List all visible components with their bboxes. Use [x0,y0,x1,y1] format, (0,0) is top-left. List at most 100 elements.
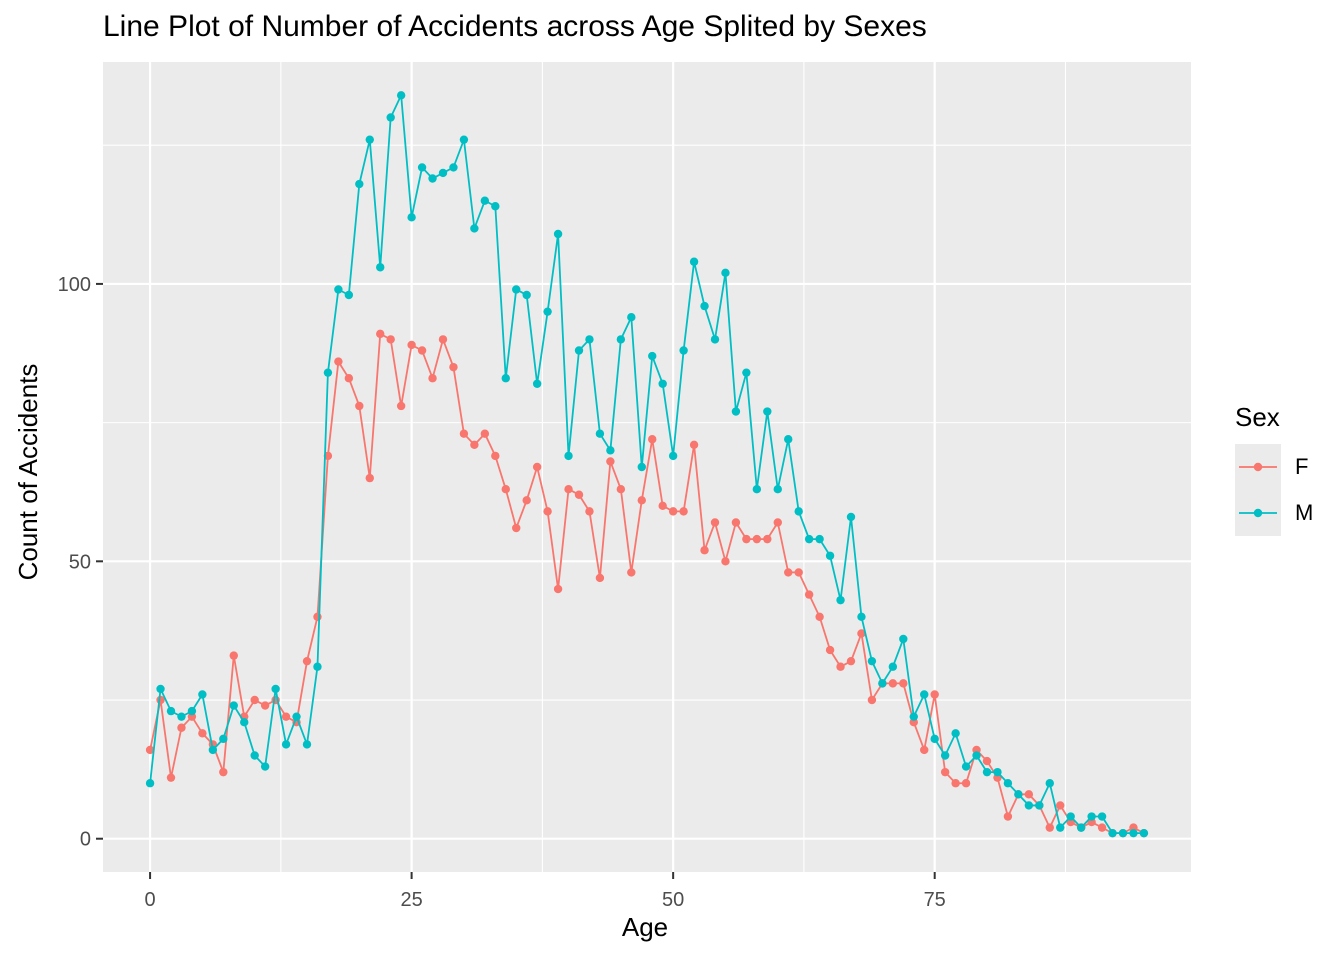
data-point-m [166,706,176,716]
data-point-m [972,751,981,760]
data-point-m [1097,812,1107,821]
data-point-m [281,740,291,749]
data-point-m [930,734,939,744]
data-point-f [281,712,291,721]
data-point-f [543,507,552,516]
data-point-f [930,690,939,699]
data-point-m [1024,801,1034,810]
data-point-f [752,534,762,544]
data-point-f [1045,823,1054,832]
data-point-m [658,379,667,388]
data-point-f [219,767,228,777]
legend-label-m: M [1295,500,1314,525]
data-point-m [940,751,950,760]
data-point-f [689,440,699,450]
data-point-m [1129,828,1138,838]
data-point-m [438,168,448,178]
data-point-f [784,568,793,577]
data-point-f [773,518,782,527]
data-point-m [627,313,636,322]
data-point-m [637,462,646,472]
data-point-f [648,435,657,444]
data-point-m [187,706,197,716]
data-point-m [532,379,542,388]
data-point-m [229,701,238,710]
data-point-m [1056,823,1065,832]
data-point-f [198,729,207,738]
axis-layer: 0 25 50 75 0 50 100 [58,274,946,911]
data-point-m [1014,790,1023,799]
data-point-f [616,484,626,494]
data-point-m [679,346,688,355]
data-point-f [899,679,908,688]
data-point-m [480,196,490,205]
y-axis-title: Count of Accidents [13,363,43,581]
data-point-f [763,534,772,544]
data-point-f [512,523,521,533]
data-point-f [501,484,510,494]
data-point-m [648,351,657,361]
x-tick-label: 50 [662,889,684,911]
data-point-f [700,546,709,555]
data-point-f [982,756,992,766]
data-point-m [501,374,510,383]
data-point-m [522,290,531,300]
data-point-f [177,723,186,732]
data-point-m [668,451,678,461]
data-point-f [355,401,364,411]
legend-key-point-m [1253,508,1263,518]
data-point-f [721,557,730,566]
data-point-m [260,762,270,771]
data-point-f [438,335,448,344]
data-point-m [731,407,741,416]
data-point-m [794,507,803,516]
data-point-f [302,656,312,666]
data-point-m [543,307,552,316]
data-point-f [658,501,667,511]
data-point-m [982,767,992,777]
data-point-m [240,718,249,727]
data-point-f [1056,801,1065,810]
data-point-f [731,518,741,527]
data-point-m [344,290,354,300]
data-point-m [585,335,594,344]
data-point-m [815,534,824,544]
data-point-f [595,573,605,583]
data-point-m [1045,779,1054,788]
data-point-m [595,429,605,438]
data-point-f [365,473,374,483]
data-point-m [417,163,427,172]
data-point-m [334,285,343,294]
data-point-m [804,534,814,544]
data-point-m [951,729,960,738]
data-point-f [250,695,259,705]
data-point-m [857,612,866,621]
data-point-m [1003,779,1013,788]
data-point-m [888,662,898,671]
data-point-f [260,701,270,710]
data-point-m [365,135,374,144]
legend-key-point-f [1253,462,1263,472]
data-point-m [763,407,772,416]
data-point-m [742,368,751,377]
data-point-f [386,335,395,344]
data-point-m [219,734,228,744]
data-point-m [689,257,699,266]
data-point-f [344,374,354,383]
data-point-f [742,534,751,544]
legend-title: Sex [1235,402,1280,432]
data-point-m [491,202,500,211]
data-point-f [1003,812,1013,821]
data-point-m [878,679,887,688]
data-point-f [428,374,437,383]
data-point-m [920,690,929,699]
data-point-f [585,507,594,516]
data-point-m [428,174,437,183]
data-point-f [606,457,615,466]
data-point-f [470,440,479,450]
data-point-m [836,595,845,605]
data-point-f [888,679,898,688]
data-point-m [1118,828,1128,838]
x-tick-label: 75 [924,889,946,911]
data-point-m [313,662,322,671]
